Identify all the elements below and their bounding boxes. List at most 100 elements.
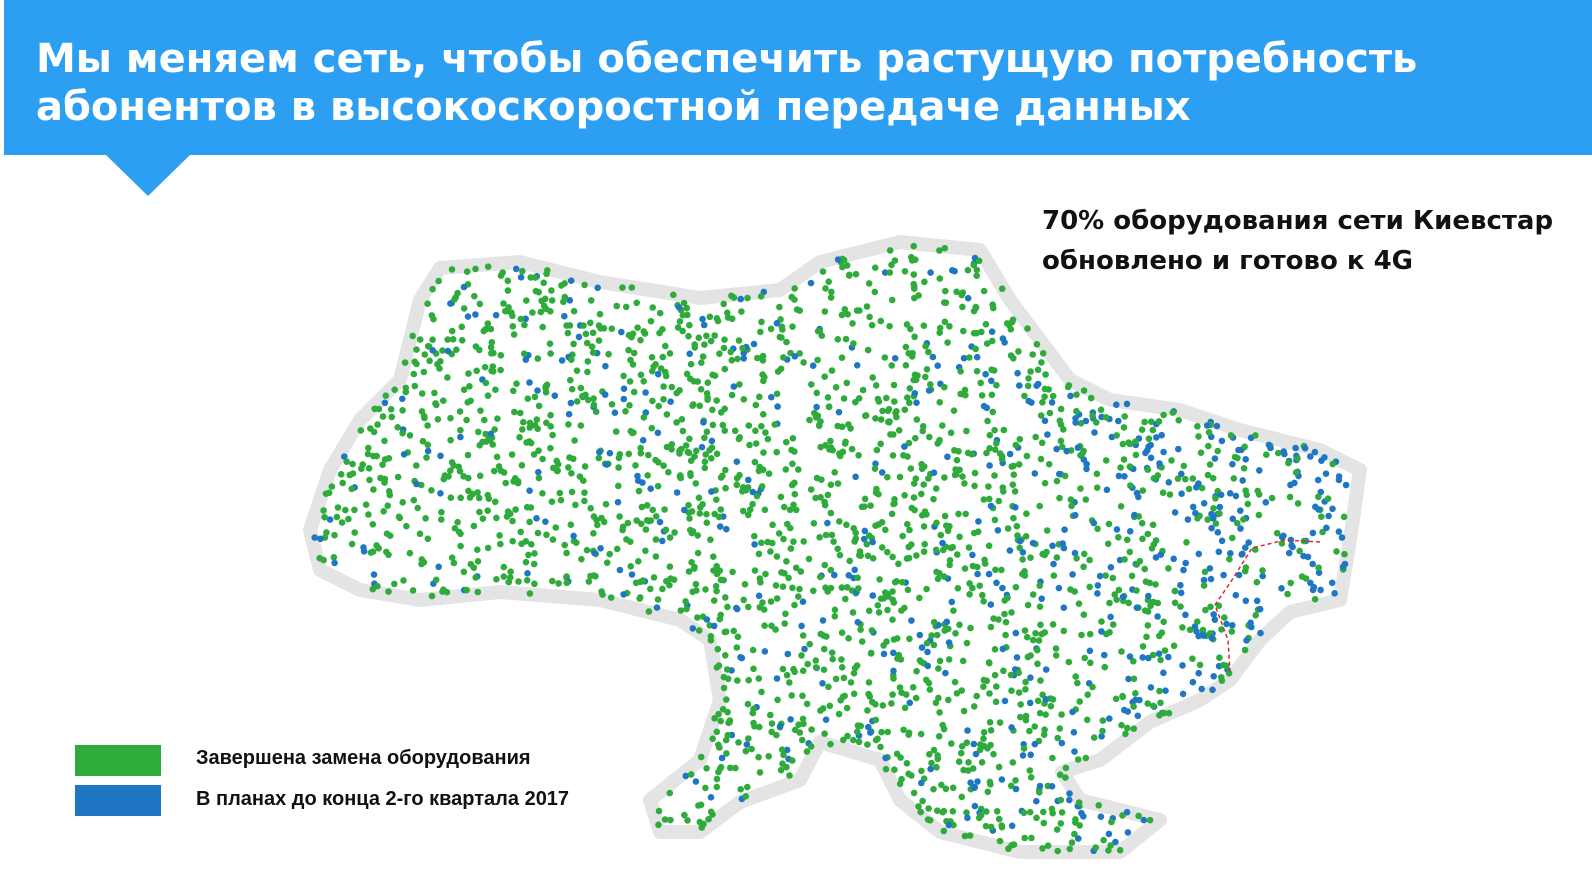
station-dot	[939, 539, 946, 547]
station-dot	[687, 375, 694, 383]
station-dot	[731, 427, 739, 435]
station-dot	[413, 360, 420, 368]
station-dot	[948, 598, 956, 606]
station-dot	[587, 297, 595, 304]
station-dot	[1158, 629, 1166, 636]
station-dot	[898, 607, 905, 614]
station-dot	[1066, 790, 1073, 797]
station-dot	[642, 526, 650, 533]
station-dot	[860, 535, 868, 543]
station-dot	[670, 291, 677, 299]
station-dot	[945, 625, 952, 633]
station-dot	[951, 678, 959, 686]
station-dot	[839, 448, 847, 456]
station-dot	[590, 572, 598, 579]
station-dot	[920, 548, 928, 555]
station-dot	[1152, 581, 1159, 588]
station-dot	[714, 645, 722, 653]
station-dot	[941, 383, 948, 391]
station-dot	[603, 559, 611, 566]
station-dot	[701, 464, 709, 472]
station-dot	[1259, 567, 1266, 574]
station-dot	[780, 751, 787, 759]
station-dot	[955, 758, 963, 765]
station-dot	[626, 402, 633, 409]
station-dot	[590, 530, 597, 537]
station-dot	[583, 339, 591, 347]
station-dot	[424, 535, 432, 543]
header-banner	[4, 0, 1592, 155]
station-dot	[898, 689, 905, 696]
station-dot	[1033, 797, 1040, 805]
station-dot	[739, 484, 747, 491]
station-dot	[584, 368, 591, 376]
station-dot	[546, 340, 554, 348]
station-dot	[570, 307, 578, 315]
station-dot	[1115, 534, 1122, 541]
station-dot	[988, 366, 995, 374]
station-dot	[1071, 549, 1079, 557]
station-dot	[767, 598, 775, 605]
station-dot	[597, 545, 604, 552]
station-dot	[444, 374, 451, 381]
station-dot	[1294, 455, 1301, 462]
station-dot	[1080, 563, 1087, 571]
station-dot	[945, 639, 953, 646]
station-dot	[1045, 460, 1053, 468]
station-dot	[1089, 683, 1096, 691]
station-dot	[1292, 469, 1300, 476]
station-dot	[484, 320, 492, 327]
station-dot	[896, 473, 904, 481]
station-dot	[792, 564, 800, 572]
station-dot	[666, 350, 674, 357]
station-dot	[792, 506, 800, 514]
station-dot	[648, 424, 656, 432]
station-dot	[760, 411, 767, 418]
station-dot	[1113, 432, 1120, 439]
station-dot	[889, 596, 897, 604]
station-dot	[906, 385, 914, 392]
station-dot	[902, 343, 910, 351]
station-dot	[620, 372, 627, 380]
station-dot	[964, 294, 972, 302]
station-dot	[928, 632, 935, 639]
station-dot	[601, 391, 609, 399]
station-dot	[1155, 650, 1163, 657]
station-dot	[690, 401, 697, 408]
station-dot	[702, 784, 709, 792]
station-dot	[1025, 375, 1032, 382]
station-dot	[1230, 475, 1238, 482]
station-dot	[615, 454, 623, 462]
station-dot	[1156, 460, 1163, 467]
station-dot	[922, 342, 929, 350]
station-dot	[1284, 590, 1291, 598]
station-dot	[1041, 479, 1049, 487]
station-dot	[949, 808, 957, 815]
station-dot	[493, 453, 501, 461]
station-dot	[656, 329, 663, 337]
station-dot	[457, 426, 464, 434]
station-dot	[1217, 674, 1225, 681]
station-dot	[500, 573, 508, 580]
station-dot	[963, 739, 971, 746]
station-dot	[554, 467, 561, 475]
station-dot	[993, 440, 1000, 447]
station-dot	[885, 593, 892, 600]
station-dot	[1008, 842, 1015, 849]
station-dot	[850, 736, 857, 744]
station-dot	[697, 801, 705, 809]
station-dot	[534, 355, 542, 362]
station-dot	[416, 336, 424, 343]
station-dot	[1074, 444, 1082, 452]
station-dot	[1314, 476, 1322, 484]
station-dot	[547, 444, 554, 452]
station-dot	[637, 444, 644, 452]
station-dot	[781, 620, 788, 627]
station-dot	[1031, 470, 1039, 477]
station-dot	[475, 494, 483, 502]
station-dot	[935, 694, 942, 702]
station-dot	[440, 586, 447, 593]
station-dot	[579, 393, 586, 400]
station-dot	[728, 315, 736, 323]
station-dot	[1287, 579, 1294, 587]
